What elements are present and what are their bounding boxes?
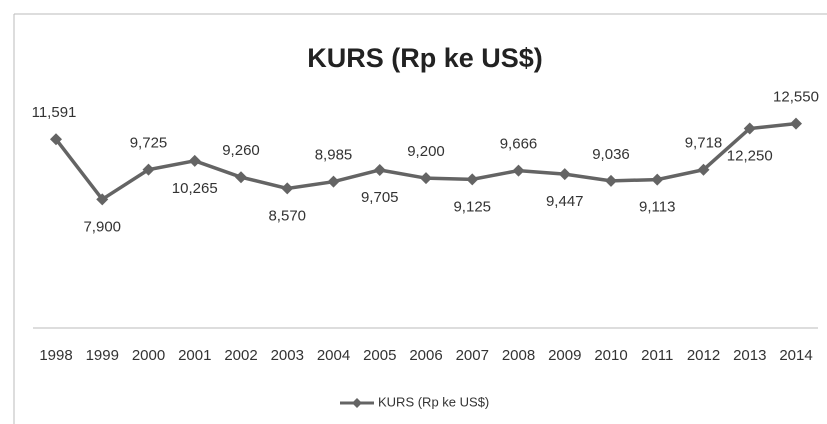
data-label: 9,036 xyxy=(592,146,630,163)
legend-marker xyxy=(352,398,362,408)
data-point xyxy=(281,182,294,195)
x-tick-label: 2010 xyxy=(594,347,627,364)
data-point xyxy=(327,175,340,188)
legend-label: KURS (Rp ke US$) xyxy=(378,394,489,409)
data-point xyxy=(188,154,201,167)
x-tick-label: 2005 xyxy=(363,347,396,364)
data-label: 9,200 xyxy=(407,143,445,160)
x-tick-label: 2007 xyxy=(456,347,489,364)
x-tick-label: 2002 xyxy=(224,347,257,364)
chart-title: KURS (Rp ke US$) xyxy=(307,43,543,73)
data-label: 9,113 xyxy=(639,199,675,216)
x-tick-label: 2008 xyxy=(502,347,535,364)
data-point xyxy=(420,172,432,185)
x-tick-label: 1998 xyxy=(39,347,72,364)
data-point xyxy=(743,122,756,135)
data-label: 9,725 xyxy=(130,135,168,152)
data-label: 9,666 xyxy=(500,136,538,153)
data-point xyxy=(512,164,525,177)
x-tick-label: 2014 xyxy=(779,347,812,364)
x-tick-label: 2001 xyxy=(178,347,211,364)
data-point xyxy=(466,173,479,186)
data-label: 12,250 xyxy=(727,147,773,164)
data-point xyxy=(605,174,617,187)
data-label: 8,985 xyxy=(315,147,353,164)
data-label: 7,900 xyxy=(83,218,121,235)
data-label: 9,447 xyxy=(546,193,584,210)
data-point xyxy=(790,117,802,130)
data-label: 10,265 xyxy=(172,180,218,197)
data-label: 9,125 xyxy=(453,198,491,215)
data-point xyxy=(235,171,247,184)
x-tick-label: 2004 xyxy=(317,347,350,364)
data-point xyxy=(373,163,386,176)
data-point xyxy=(651,173,664,186)
x-tick-label: 2006 xyxy=(409,347,442,364)
x-tick-label: 2009 xyxy=(548,347,581,364)
x-tick-label: 2000 xyxy=(132,347,165,364)
data-point xyxy=(96,193,109,206)
data-point xyxy=(50,133,62,146)
data-point xyxy=(558,168,571,181)
x-tick-label: 2011 xyxy=(641,347,673,364)
data-label: 8,570 xyxy=(268,207,306,224)
x-tick-label: 2012 xyxy=(687,347,720,364)
data-label: 11,591 xyxy=(32,104,77,121)
x-tick-label: 2013 xyxy=(733,347,766,364)
data-point xyxy=(697,163,710,176)
data-label: 12,550 xyxy=(773,89,819,106)
x-tick-label: 1999 xyxy=(86,347,119,364)
data-label: 9,260 xyxy=(222,142,260,159)
data-point xyxy=(142,163,155,176)
x-tick-label: 2003 xyxy=(271,347,304,364)
data-label: 9,705 xyxy=(361,189,399,206)
data-label: 9,718 xyxy=(685,135,723,152)
